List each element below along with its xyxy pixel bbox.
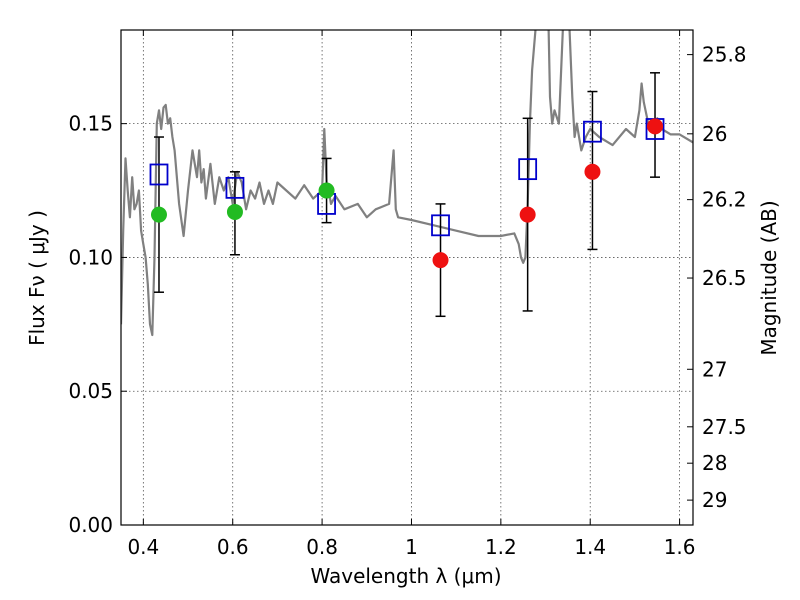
model-flux-square-point <box>149 163 169 186</box>
grid <box>121 30 693 526</box>
y2-tick-label: 27 <box>702 357 727 381</box>
model-flux-square-point <box>518 158 538 181</box>
y2-axis-label: Magnitude (AB) <box>757 200 781 355</box>
y2-tick-label: 26.2 <box>702 188 747 212</box>
model-spectrum-line <box>121 30 693 337</box>
observed-flux-point <box>226 203 243 220</box>
y-tick-label: 0.05 <box>68 379 113 403</box>
y2-tick-label: 29 <box>702 488 727 512</box>
plot-area <box>121 30 693 337</box>
plot-frame <box>120 29 694 526</box>
x-tick-label: 0.8 <box>306 535 338 559</box>
x-tick-label: 1 <box>405 535 418 559</box>
x-tick-label: 0.4 <box>127 535 159 559</box>
x-tick-label: 1.4 <box>574 535 606 559</box>
observed-flux-point <box>150 206 167 223</box>
y-tick-label: 0.00 <box>68 513 113 537</box>
x-tick-label: 0.6 <box>217 535 249 559</box>
y-tick-label: 0.10 <box>68 245 113 269</box>
model-flux-square-point <box>431 214 450 237</box>
y2-tick-label: 28 <box>702 451 727 475</box>
x-tick-label: 1.6 <box>664 535 696 559</box>
y2-tick-label: 25.8 <box>702 43 747 67</box>
x-tick-label: 1.2 <box>485 535 517 559</box>
y-axis-label: Flux Fν ( μJy ) <box>25 210 49 346</box>
observed-flux-point <box>432 252 449 269</box>
model-flux-square-point <box>583 120 602 143</box>
y2-tick-label: 26.5 <box>702 266 747 290</box>
model-flux-square-point <box>225 176 245 199</box>
y-tick-label: 0.15 <box>68 112 113 136</box>
y2-tick-label: 27.5 <box>702 415 747 439</box>
x-axis-label: Wavelength λ (μm) <box>310 564 501 588</box>
observed-flux-point <box>647 118 664 135</box>
observed-flux-point <box>584 163 601 180</box>
observed-flux-point <box>519 206 536 223</box>
y2-tick-label: 26 <box>702 122 727 146</box>
observed-flux-point <box>318 182 335 199</box>
ticks: 0.4 0.6 0.8 1 1.2 1.4 1.6 0.00 0.05 0.10 0.15 25.8 2… <box>68 30 747 559</box>
